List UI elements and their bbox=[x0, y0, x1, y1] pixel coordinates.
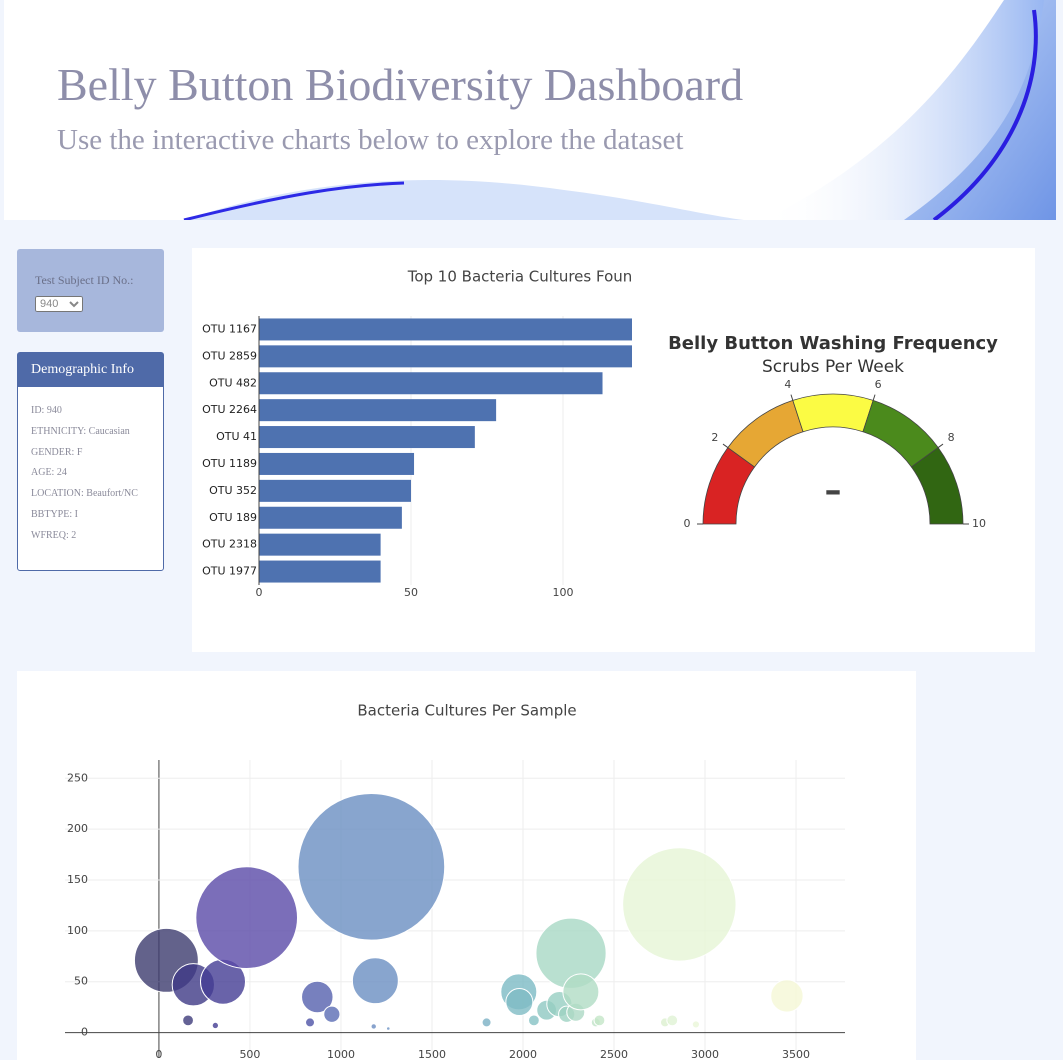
bubble bbox=[301, 980, 334, 1014]
x-tick-label: 100 bbox=[553, 586, 574, 599]
bubble bbox=[622, 847, 737, 962]
demographic-item: ID: 940 bbox=[31, 405, 62, 416]
gauge-tick bbox=[937, 443, 944, 448]
bubble bbox=[385, 1026, 391, 1031]
gauge-tick-label: 2 bbox=[711, 431, 718, 444]
y-tick-label: OTU 482 bbox=[209, 376, 257, 389]
demographic-item: LOCATION: Beaufort/NC bbox=[31, 488, 138, 500]
demographic-title: Demographic Info bbox=[18, 353, 163, 387]
y-tick-label: OTU 352 bbox=[209, 484, 257, 497]
chart-title: Bacteria Cultures Per Sample bbox=[357, 702, 576, 720]
y-tick-label: OTU 1167 bbox=[202, 322, 257, 335]
gauge-tick-label: 8 bbox=[948, 431, 955, 444]
y-tick-label: OTU 2859 bbox=[202, 349, 257, 362]
x-tick-label: 2000 bbox=[509, 1048, 537, 1060]
bubble bbox=[305, 1017, 316, 1028]
x-tick-label: 1000 bbox=[327, 1048, 355, 1060]
title: Belly Button Biodiversity Dashboard bbox=[57, 59, 744, 110]
bar bbox=[259, 399, 497, 422]
y-tick-label: 200 bbox=[67, 822, 88, 835]
x-tick-label: 2500 bbox=[600, 1048, 628, 1060]
gauge-step bbox=[792, 393, 874, 433]
bar bbox=[259, 345, 632, 368]
gauge-title: Belly Button Washing Frequency bbox=[668, 333, 998, 354]
gauge-value: – bbox=[825, 471, 842, 511]
y-tick-label: 250 bbox=[67, 771, 88, 784]
demographic-item: AGE: 24 bbox=[31, 467, 67, 479]
chart-panel bbox=[192, 248, 1035, 652]
bar bbox=[259, 560, 381, 583]
bubble bbox=[593, 1014, 606, 1027]
y-tick-label: 0 bbox=[81, 1026, 88, 1039]
y-tick-label: OTU 1189 bbox=[202, 457, 257, 470]
header-decoration bbox=[183, 0, 1056, 220]
x-tick-label: 0 bbox=[256, 586, 263, 599]
y-tick-label: 150 bbox=[67, 873, 88, 886]
demographic-item: ETHNICITY: Caucasian bbox=[31, 425, 130, 437]
selector-label: Test Subject ID No.: bbox=[35, 273, 134, 287]
demographic-list: ID: 940 ETHNICITY: Caucasian GENDER: F AGE:… bbox=[18, 387, 163, 561]
bar bbox=[259, 533, 381, 556]
selector-panel: Test Subject ID No.: 940 bbox=[17, 249, 164, 332]
gauge-subtitle: Scrubs Per Week bbox=[762, 357, 904, 377]
bubble bbox=[182, 1014, 194, 1027]
gauge-tick bbox=[722, 443, 729, 448]
gauge-tick-label: 4 bbox=[784, 378, 791, 391]
x-tick-label: 0 bbox=[155, 1048, 162, 1060]
gauge-tick-label: 0 bbox=[684, 517, 691, 530]
bubble bbox=[195, 866, 299, 969]
y-tick-label: OTU 2318 bbox=[202, 538, 257, 551]
y-tick-label: 100 bbox=[67, 924, 88, 937]
gauge-tick bbox=[872, 394, 876, 401]
x-tick-label: 50 bbox=[404, 586, 418, 599]
y-tick-label: OTU 1977 bbox=[202, 565, 257, 578]
gauge-tick-label: 6 bbox=[875, 378, 882, 391]
x-tick-label: 3000 bbox=[691, 1048, 719, 1060]
y-tick-label: 50 bbox=[74, 975, 88, 988]
gauge-tick bbox=[790, 394, 794, 401]
bubble bbox=[481, 1017, 492, 1028]
bar bbox=[259, 372, 603, 395]
chart-panel bbox=[17, 671, 916, 1060]
bubble bbox=[770, 979, 804, 1013]
bubble bbox=[351, 957, 399, 1005]
bar bbox=[259, 479, 411, 502]
bubble bbox=[505, 988, 534, 1017]
y-tick-label: OTU 2264 bbox=[202, 403, 257, 416]
bubble bbox=[562, 973, 600, 1011]
bar bbox=[259, 318, 632, 341]
header: Belly Button Biodiversity Dashboard Use … bbox=[4, 0, 1056, 220]
x-tick-label: 500 bbox=[239, 1048, 260, 1060]
gauge-chart: Belly Button Washing Frequency Scrubs Per… bbox=[668, 333, 998, 530]
x-tick-label: 3500 bbox=[782, 1048, 810, 1060]
demographic-item: BBTYPE: I bbox=[31, 508, 78, 520]
demographic-item: GENDER: F bbox=[31, 446, 83, 458]
gauge-tick-label: 10 bbox=[972, 517, 986, 530]
demographic-panel: Demographic Info ID: 940 ETHNICITY: Cauca… bbox=[17, 352, 164, 571]
subtitle: Use the interactive charts below to expl… bbox=[57, 124, 684, 156]
bubble bbox=[691, 1020, 701, 1029]
bubble bbox=[211, 1021, 220, 1030]
gauge-step bbox=[910, 447, 964, 525]
y-tick-label: OTU 189 bbox=[209, 511, 257, 524]
bar-chart: Top 10 Bacteria Cultures Foun 0 50 100 OTU 1… bbox=[202, 268, 633, 599]
bar bbox=[259, 426, 475, 449]
bar bbox=[259, 506, 402, 529]
bubble bbox=[666, 1014, 679, 1027]
bubble bbox=[528, 1014, 540, 1027]
bubble bbox=[323, 1005, 341, 1023]
chart-title: Top 10 Bacteria Cultures Foun bbox=[407, 268, 633, 286]
bubble bbox=[370, 1023, 377, 1030]
bar bbox=[259, 452, 415, 475]
bubble bbox=[297, 792, 446, 941]
subject-select[interactable]: 940 bbox=[35, 296, 83, 312]
demographic-item: WFREQ: 2 bbox=[31, 529, 77, 541]
x-tick-label: 1500 bbox=[418, 1048, 446, 1060]
y-tick-label: OTU 41 bbox=[216, 430, 257, 443]
